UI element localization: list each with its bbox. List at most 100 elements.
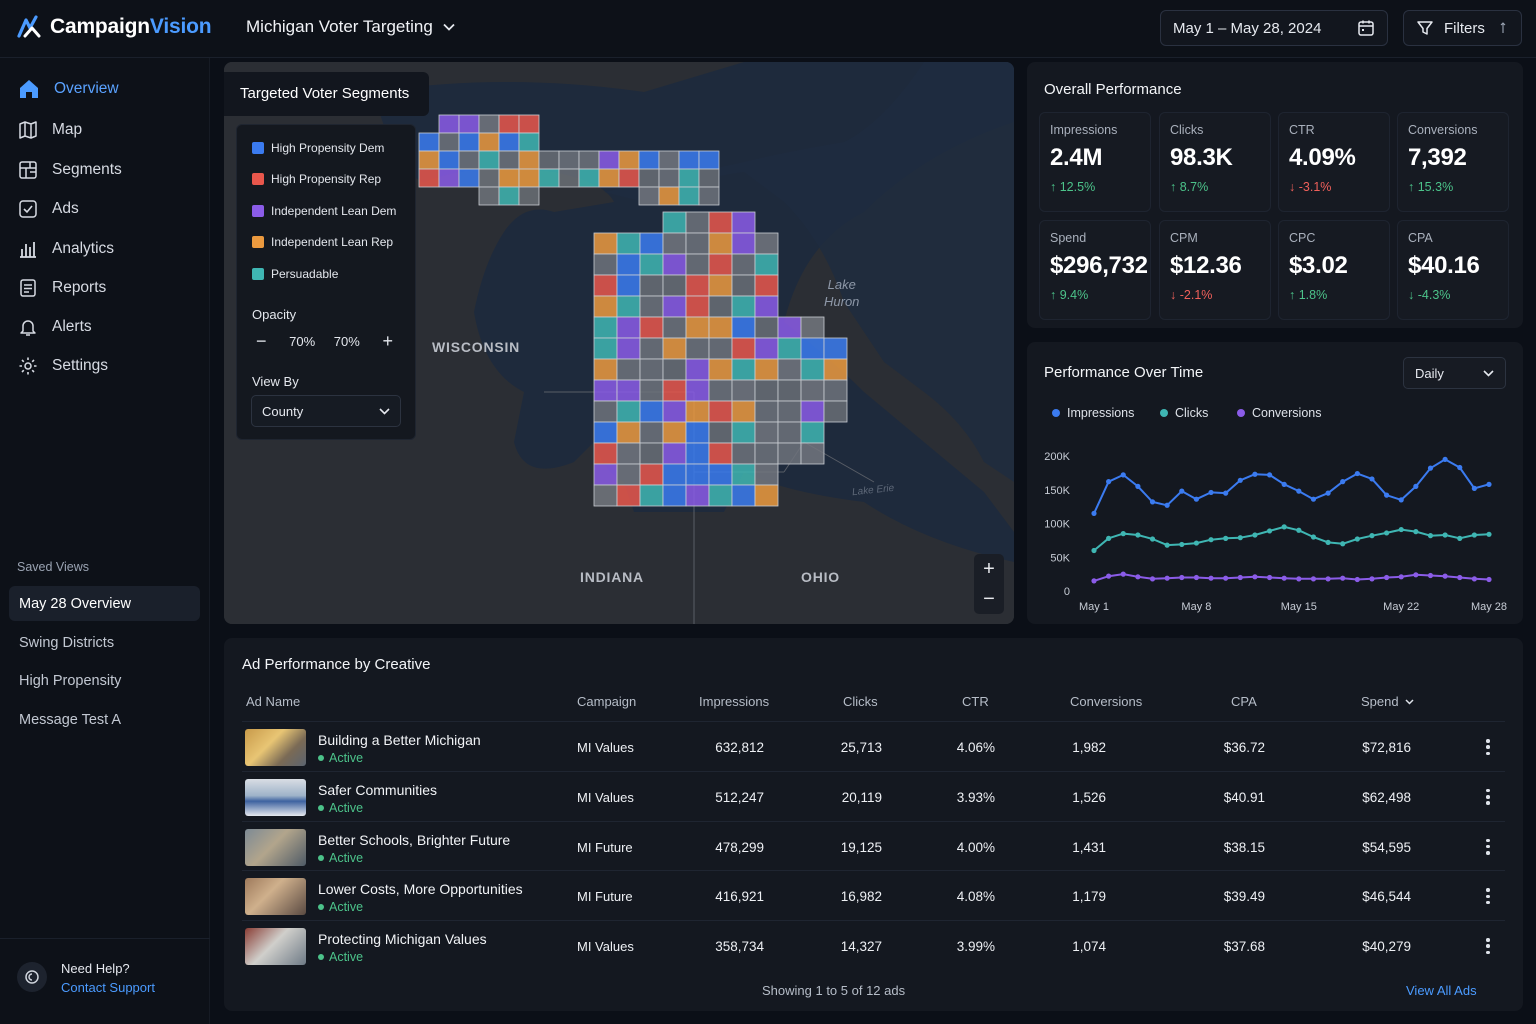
county-region[interactable] — [639, 274, 664, 297]
data-point-clicks[interactable] — [1237, 535, 1243, 541]
data-point-clicks[interactable] — [1120, 531, 1126, 537]
view-all-ads-link[interactable]: View All Ads — [1406, 983, 1477, 998]
county-region[interactable] — [418, 150, 440, 170]
county-region[interactable] — [616, 253, 641, 276]
data-point-conversions[interactable] — [1223, 575, 1229, 581]
county-region[interactable] — [731, 358, 756, 381]
county-region[interactable] — [754, 463, 779, 486]
county-region[interactable] — [777, 421, 802, 444]
data-point-impressions[interactable] — [1354, 470, 1360, 477]
kpi-card-clicks[interactable]: Clicks 98.3K ↑ 8.7% — [1159, 112, 1271, 212]
sidebar-item-map[interactable]: Map — [8, 113, 202, 147]
data-point-clicks[interactable] — [1266, 528, 1273, 534]
column-header-impressions[interactable]: Impressions — [699, 694, 770, 709]
data-point-impressions[interactable] — [1193, 496, 1200, 502]
county-region[interactable] — [616, 295, 641, 318]
data-point-conversions[interactable] — [1296, 576, 1302, 582]
county-region[interactable] — [616, 337, 641, 360]
county-region[interactable] — [593, 253, 618, 276]
data-point-clicks[interactable] — [1457, 535, 1463, 541]
project-selector[interactable]: Michigan Voter Targeting — [246, 17, 455, 37]
data-point-impressions[interactable] — [1442, 456, 1448, 462]
county-region[interactable] — [618, 150, 640, 170]
county-region[interactable] — [754, 274, 779, 297]
legend-item[interactable]: Independent Lean Dem — [252, 204, 396, 218]
county-region[interactable] — [478, 186, 500, 206]
saved-view-item[interactable]: Message Test A — [19, 711, 122, 728]
county-region[interactable] — [685, 463, 710, 486]
county-region[interactable] — [731, 295, 756, 318]
series-line-conversions[interactable] — [1093, 573, 1490, 582]
data-point-clicks[interactable] — [1296, 527, 1302, 533]
county-region[interactable] — [685, 400, 710, 423]
county-region[interactable] — [458, 114, 480, 134]
county-region[interactable] — [616, 400, 641, 423]
ad-name[interactable]: Building a Better Michigan — [318, 732, 481, 748]
county-region[interactable] — [538, 168, 560, 188]
county-region[interactable] — [538, 150, 560, 170]
opacity-decrease-button[interactable]: − — [256, 331, 267, 351]
data-point-clicks[interactable] — [1413, 529, 1419, 535]
county-region[interactable] — [754, 253, 779, 276]
county-region[interactable] — [708, 463, 733, 486]
data-point-conversions[interactable] — [1135, 574, 1141, 580]
county-region[interactable] — [754, 400, 779, 423]
data-point-impressions[interactable] — [1208, 489, 1214, 496]
county-region[interactable] — [823, 337, 848, 360]
county-region[interactable] — [618, 168, 640, 188]
legend-item[interactable]: High Propensity Dem — [252, 141, 384, 155]
county-region[interactable] — [639, 421, 664, 444]
county-region[interactable] — [518, 168, 540, 188]
county-region[interactable] — [731, 421, 756, 444]
kpi-card-conversions[interactable]: Conversions 7,392 ↑ 15.3% — [1397, 112, 1509, 212]
legend-item[interactable]: Persuadable — [252, 267, 338, 281]
data-point-clicks[interactable] — [1369, 533, 1375, 539]
filters-button[interactable]: Filters — [1403, 10, 1522, 46]
more-options-icon[interactable] — [1480, 936, 1496, 956]
county-region[interactable] — [478, 168, 500, 188]
legend-item[interactable]: Independent Lean Rep — [252, 235, 393, 249]
county-region[interactable] — [518, 186, 540, 206]
county-region[interactable] — [593, 463, 618, 486]
table-row[interactable]: Safer Communities Active MI Values 512,247 2… — [242, 770, 1505, 821]
data-point-impressions[interactable] — [1471, 485, 1477, 491]
county-region[interactable] — [731, 442, 756, 465]
county-region[interactable] — [685, 274, 710, 297]
granularity-select[interactable]: Daily — [1403, 357, 1506, 389]
county-region[interactable] — [708, 232, 733, 255]
county-region[interactable] — [593, 232, 618, 255]
data-point-impressions[interactable] — [1383, 492, 1390, 498]
county-region[interactable] — [698, 186, 720, 206]
data-point-clicks[interactable] — [1310, 534, 1317, 540]
kpi-card-cpm[interactable]: CPM $12.36 ↓ -2.1% — [1159, 220, 1271, 320]
more-options-icon[interactable] — [1480, 787, 1496, 807]
county-region[interactable] — [678, 168, 700, 188]
county-region[interactable] — [498, 186, 520, 206]
county-region[interactable] — [698, 150, 720, 170]
data-point-impressions[interactable] — [1413, 483, 1419, 489]
zoom-in-button[interactable]: + — [983, 557, 995, 580]
county-region[interactable] — [662, 232, 687, 255]
county-region[interactable] — [662, 400, 687, 423]
county-region[interactable] — [678, 150, 700, 170]
county-region[interactable] — [800, 316, 825, 339]
data-point-conversions[interactable] — [1164, 575, 1170, 581]
data-point-impressions[interactable] — [1296, 488, 1302, 494]
data-point-conversions[interactable] — [1325, 576, 1331, 582]
county-region[interactable] — [685, 379, 710, 402]
county-region[interactable] — [418, 168, 440, 188]
county-region[interactable] — [708, 316, 733, 339]
data-point-conversions[interactable] — [1427, 572, 1434, 579]
table-row[interactable]: Protecting Michigan Values Active MI Value… — [242, 920, 1505, 970]
county-region[interactable] — [639, 253, 664, 276]
ad-thumbnail[interactable] — [245, 828, 306, 866]
county-region[interactable] — [777, 379, 802, 402]
county-region[interactable] — [639, 463, 664, 486]
county-region[interactable] — [777, 442, 802, 465]
data-point-clicks[interactable] — [1383, 530, 1390, 536]
county-region[interactable] — [754, 421, 779, 444]
county-region[interactable] — [598, 150, 620, 170]
data-point-impressions[interactable] — [1135, 483, 1141, 489]
county-region[interactable] — [777, 358, 802, 381]
county-region[interactable] — [662, 211, 687, 234]
